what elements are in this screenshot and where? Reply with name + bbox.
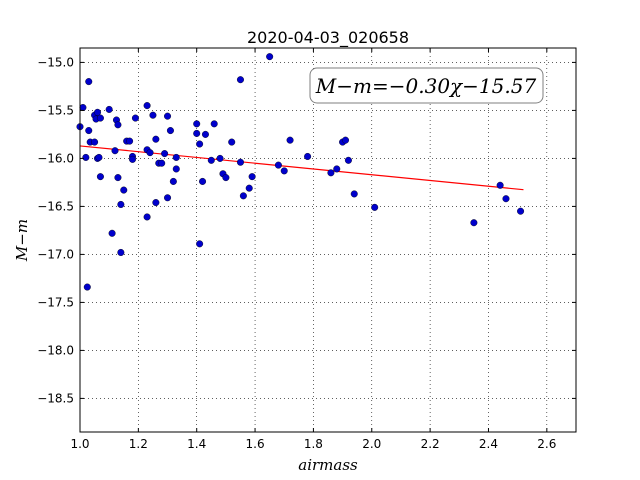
data-point: [245, 184, 253, 192]
data-point: [193, 129, 201, 137]
data-point: [266, 53, 274, 61]
y-tick-label: −17.5: [37, 295, 74, 309]
data-point: [201, 130, 209, 138]
data-point: [248, 173, 256, 181]
data-point: [152, 199, 160, 207]
data-point: [114, 174, 122, 182]
data-point: [108, 229, 116, 237]
x-tick-label: 1.0: [70, 437, 89, 451]
data-point: [350, 190, 358, 198]
data-point: [228, 138, 236, 146]
data-point: [222, 174, 230, 182]
data-point: [96, 173, 104, 181]
data-point: [131, 114, 139, 122]
data-point: [85, 78, 93, 86]
data-point: [342, 136, 350, 144]
data-point: [304, 152, 312, 160]
fit-equation-annotation: M−m=−0.30χ−15.57: [315, 74, 537, 98]
data-point: [496, 181, 504, 189]
data-point: [199, 177, 207, 185]
y-tick-label: −15.0: [37, 55, 74, 69]
data-point: [172, 165, 180, 173]
data-point: [236, 76, 244, 84]
data-point: [470, 219, 478, 227]
data-point: [105, 105, 113, 113]
data-point: [117, 200, 125, 208]
data-point: [91, 138, 99, 146]
grid-lines: [79, 48, 576, 432]
x-tick-label: 1.2: [129, 437, 148, 451]
data-point: [236, 158, 244, 166]
data-point: [83, 283, 91, 291]
x-tick-label: 2.2: [421, 437, 440, 451]
x-tick-label: 2.0: [362, 437, 381, 451]
data-point: [85, 127, 93, 135]
data-point: [196, 240, 204, 248]
fit-line: [79, 145, 524, 191]
data-point: [164, 112, 172, 120]
data-point: [111, 147, 119, 155]
data-point: [371, 203, 379, 211]
y-tick-label: −15.5: [37, 103, 74, 117]
data-point: [216, 154, 224, 162]
data-point: [207, 156, 215, 164]
data-point: [117, 248, 125, 256]
y-tick-label: −16.0: [37, 151, 74, 165]
data-point: [517, 207, 525, 215]
data-point: [344, 156, 352, 164]
fit-line-layer: [79, 145, 524, 191]
data-point: [327, 169, 335, 177]
y-tick-label: −17.0: [37, 247, 74, 261]
x-tick-label: 2.6: [537, 437, 556, 451]
data-point: [280, 167, 288, 175]
data-point: [126, 137, 134, 145]
data-point: [286, 136, 294, 144]
data-point: [172, 153, 180, 161]
data-point: [193, 120, 201, 128]
data-point: [82, 153, 90, 161]
annotation-box: [309, 67, 544, 104]
data-point: [502, 195, 510, 203]
y-axis-ticks: −15.0 −15.5 −16.0 −16.5 −17.0 −17.5 −18.0 −18.5: [37, 55, 576, 405]
data-point: [161, 150, 169, 158]
data-point: [94, 108, 102, 116]
x-axis-label: airmass: [298, 456, 358, 474]
data-point: [333, 165, 341, 173]
data-point: [274, 161, 282, 169]
data-point: [196, 140, 204, 148]
x-axis-ticks: 1.0 1.2 1.4 1.6 1.8 2.0 2.2 2.4 2.6: [70, 48, 556, 451]
data-points: [76, 53, 525, 291]
data-point: [129, 155, 137, 163]
data-point: [120, 186, 128, 194]
y-axis-label: M−m: [13, 219, 31, 262]
x-tick-label: 1.6: [246, 437, 265, 451]
y-tick-label: −18.0: [37, 343, 74, 357]
data-point: [143, 102, 151, 110]
x-tick-label: 2.4: [479, 437, 498, 451]
data-point: [146, 149, 154, 157]
y-tick-label: −16.5: [37, 199, 74, 213]
plot-frame: [79, 47, 577, 433]
data-point: [158, 159, 166, 167]
data-point: [114, 121, 122, 129]
y-tick-label: −18.5: [37, 391, 74, 405]
data-point: [96, 114, 104, 122]
data-point: [164, 194, 172, 202]
data-point: [210, 120, 218, 128]
x-tick-label: 1.4: [187, 437, 206, 451]
data-point: [166, 127, 174, 135]
data-point: [169, 177, 177, 185]
x-tick-label: 1.8: [304, 437, 323, 451]
data-point: [79, 104, 87, 112]
data-point: [152, 135, 160, 143]
data-point: [143, 213, 151, 221]
data-point: [95, 153, 103, 161]
data-point: [149, 111, 157, 119]
chart-title: 2020-04-03_020658: [247, 28, 409, 48]
data-point: [239, 192, 247, 200]
